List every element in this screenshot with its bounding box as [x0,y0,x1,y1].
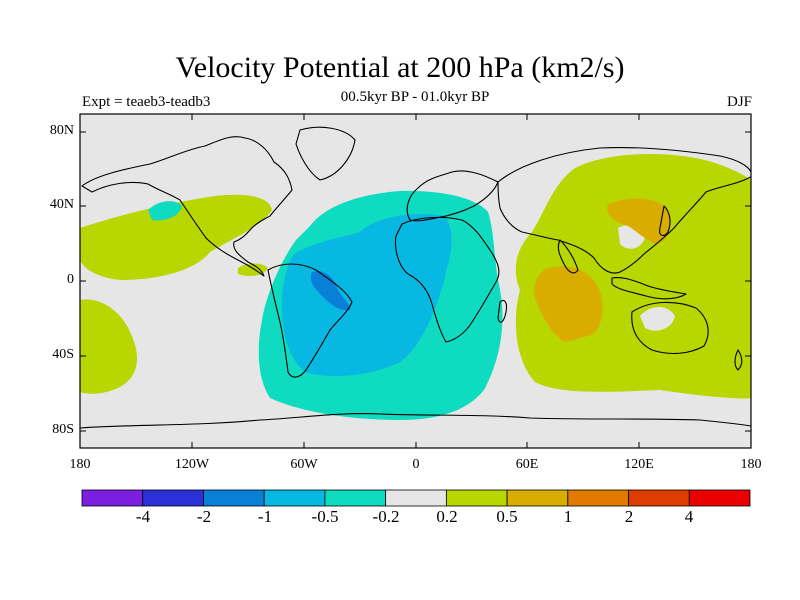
colorbar-swatch [142,489,204,507]
coastline-greenland [295,126,356,181]
colorbar-label: 2 [624,507,634,526]
lat-label: 40N [49,197,74,212]
colorbar-swatch [628,489,690,507]
lon-label: 0 [412,457,420,472]
lon-label: 120E [624,457,654,472]
colorbar-swatch [688,489,751,507]
colorbar-swatch [81,489,144,507]
coastline-africa [394,216,500,343]
colorbar-swatch [385,489,447,507]
colorbar-label: 4 [684,507,694,526]
lon-label: 60E [515,457,539,472]
negative-region-strong-core [310,270,351,311]
colorbar-swatch [203,489,265,507]
coastline-south-america [267,263,353,378]
map-title: Velocity Potential at 200 hPa (km2/s) [175,51,625,84]
coastline-north-america [81,136,293,277]
colorbar-label: -0.2 [372,507,400,526]
positive-region-east-china [607,198,671,244]
colorbar-swatch [445,489,508,507]
negative-region-south-america-atlantic [281,213,452,377]
colorbar-label: -1 [257,507,273,526]
lon-label: 180 [69,457,91,472]
coastline-india [557,239,579,274]
experiment-label: Expt = teaeb3-teadb3 [82,94,211,110]
lon-label: 60W [290,457,318,472]
colorbar-swatch [324,489,387,507]
map-subtitle: 00.5kyr BP - 01.0kyr BP [340,89,490,105]
neutral-patch-australia [640,307,675,331]
lat-label: 80N [49,123,74,138]
coastline-new-zealand [734,349,743,371]
coastline-madagascar [497,299,508,323]
lon-label: 180 [740,457,762,472]
colorbar-label: -0.5 [311,507,339,526]
colorbar-swatch [567,489,629,507]
colorbar-label: 0.2 [436,507,458,526]
positive-region-north-pacific [80,194,272,280]
colorbar-label: -4 [135,507,151,526]
coastline-australia [631,301,709,355]
coastline-asia [497,146,751,274]
positive-region-indian-ocean [534,266,603,342]
colorbar [81,489,751,507]
lat-label: 0 [67,272,74,287]
lat-label: 40S [52,347,74,362]
lon-label: 120W [174,457,210,472]
coastline-japan [659,205,671,237]
coastlines [80,126,751,429]
season-label: DJF [726,94,752,110]
colorbar-label: 0.5 [496,507,518,526]
colorbar-label: -2 [196,507,212,526]
positive-region-south-pacific [80,299,138,394]
colorbar-label: 1 [563,507,573,526]
colorbar-swatch [506,489,569,507]
lat-label: 80S [52,422,74,437]
coastline-antarctica [80,413,751,429]
coastline-indonesia [611,277,687,300]
colorbar-swatch [263,489,326,507]
axis-ticks [79,114,752,448]
negative-region-north-pacific-patch [148,201,182,221]
